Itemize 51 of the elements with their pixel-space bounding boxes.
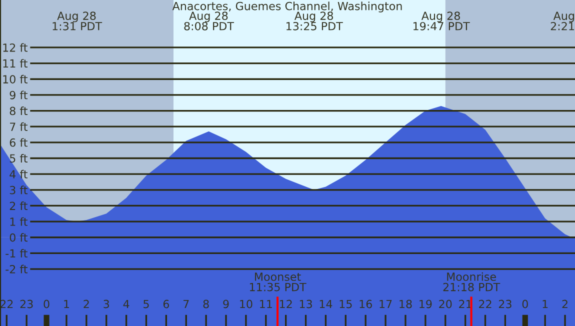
x-tick-label: 18 bbox=[400, 300, 412, 308]
y-tick-label: 7 ft bbox=[10, 122, 28, 131]
y-tick-label: 11 ft bbox=[3, 59, 28, 68]
x-tick-label: 13 bbox=[300, 300, 312, 308]
y-tick-label: -1 ft bbox=[6, 248, 28, 258]
x-tick-label: 15 bbox=[340, 300, 352, 308]
x-tick-label: 23 bbox=[20, 300, 33, 308]
x-tick-label: 20 bbox=[439, 300, 452, 308]
x-tick-label: 11 bbox=[260, 300, 272, 308]
ref-line-label: Moonset 11:35 PDT bbox=[250, 272, 306, 292]
x-tick-label: 1 bbox=[64, 300, 69, 308]
ref-line-label: Moonrise 21:18 PDT bbox=[443, 272, 500, 292]
x-tick-label: 0 bbox=[522, 300, 528, 308]
x-tick-label: 1 bbox=[542, 300, 548, 308]
x-tick-label: 5 bbox=[144, 300, 149, 308]
y-tick-label: 8 ft bbox=[10, 106, 28, 116]
x-tick-label: 6 bbox=[163, 300, 170, 308]
annotation: Aug 28 19:47 PDT bbox=[413, 12, 470, 30]
y-tick-label: 5 ft bbox=[10, 154, 28, 163]
x-tick-label: 8 bbox=[203, 300, 209, 308]
x-tick-label: 22 bbox=[0, 300, 13, 308]
x-tick-label: 10 bbox=[240, 300, 252, 308]
x-tick-label: 19 bbox=[420, 300, 432, 308]
y-tick-label: 2 ft bbox=[10, 202, 28, 210]
annotation: Aug 28 8:08 PDT bbox=[184, 12, 234, 30]
x-tick-label: 22 bbox=[479, 300, 492, 308]
y-tick-label: 3 ft bbox=[10, 186, 28, 194]
y-tick-label: 12 ft bbox=[3, 43, 28, 52]
y-tick-label: 10 ft bbox=[3, 74, 28, 84]
x-tick-label: 7 bbox=[184, 300, 189, 308]
x-tick-label: 12 bbox=[280, 300, 292, 308]
chart-title: Anacortes, Guemes Channel, Washington bbox=[172, 2, 402, 12]
x-tick-label: 2 bbox=[84, 300, 89, 308]
x-tick-label: 9 bbox=[223, 300, 229, 308]
y-tick-label: 9 ft bbox=[10, 90, 28, 100]
y-tick-label: 4 ft bbox=[10, 170, 28, 178]
x-tick-label: 16 bbox=[360, 300, 372, 308]
annotation: Aug 28 13:25 PDT bbox=[286, 12, 343, 30]
annotation: Aug 28 1:31 PDT bbox=[52, 12, 102, 30]
y-tick-label: 1 ft bbox=[10, 217, 28, 226]
x-tick-label: 0 bbox=[44, 300, 50, 308]
y-tick-label: 6 ft bbox=[10, 138, 28, 147]
x-tick-label: 23 bbox=[498, 300, 512, 308]
x-tick-label: 3 bbox=[104, 300, 109, 308]
x-tick-label: 17 bbox=[380, 300, 392, 308]
x-tick-label: 14 bbox=[320, 300, 332, 308]
y-tick-label: -2 ft bbox=[6, 264, 28, 274]
annotation: Aug 2:21 bbox=[550, 12, 574, 30]
x-tick-label: 2 bbox=[562, 300, 568, 308]
x-tick-label: 4 bbox=[123, 300, 130, 308]
y-tick-label: 0 ft bbox=[10, 233, 28, 242]
